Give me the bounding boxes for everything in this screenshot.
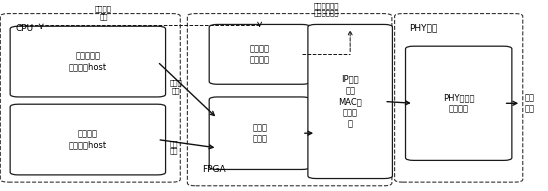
- Text: FPGA: FPGA: [202, 165, 226, 174]
- Text: 报文
发送: 报文 发送: [524, 94, 534, 113]
- Text: 经延定延时后
触发报文发送: 经延定延时后 触发报文发送: [313, 2, 339, 16]
- Text: 普通报文
控制主机host: 普通报文 控制主机host: [69, 129, 107, 150]
- Text: PHY以太网
接口模块: PHY以太网 接口模块: [443, 93, 475, 113]
- Text: 采样值
数据: 采样值 数据: [169, 79, 182, 94]
- FancyBboxPatch shape: [209, 97, 310, 169]
- Text: PHY芯片: PHY芯片: [409, 23, 438, 32]
- Text: CPU: CPU: [15, 23, 33, 32]
- FancyBboxPatch shape: [406, 46, 512, 160]
- Text: 硬件时序
控制模块: 硬件时序 控制模块: [250, 44, 270, 64]
- FancyBboxPatch shape: [209, 24, 310, 84]
- FancyBboxPatch shape: [10, 26, 165, 97]
- Text: 采样值报文
控制主机host: 采样值报文 控制主机host: [69, 52, 107, 72]
- Text: 定时中断
触发: 定时中断 触发: [95, 6, 112, 20]
- Text: 数据选
择控制: 数据选 择控制: [252, 123, 267, 143]
- FancyBboxPatch shape: [10, 104, 165, 175]
- FancyBboxPatch shape: [308, 24, 392, 179]
- Text: IP核以
太网
MAC控
制器模
块: IP核以 太网 MAC控 制器模 块: [338, 75, 362, 128]
- Text: 普通
数据: 普通 数据: [169, 140, 178, 155]
